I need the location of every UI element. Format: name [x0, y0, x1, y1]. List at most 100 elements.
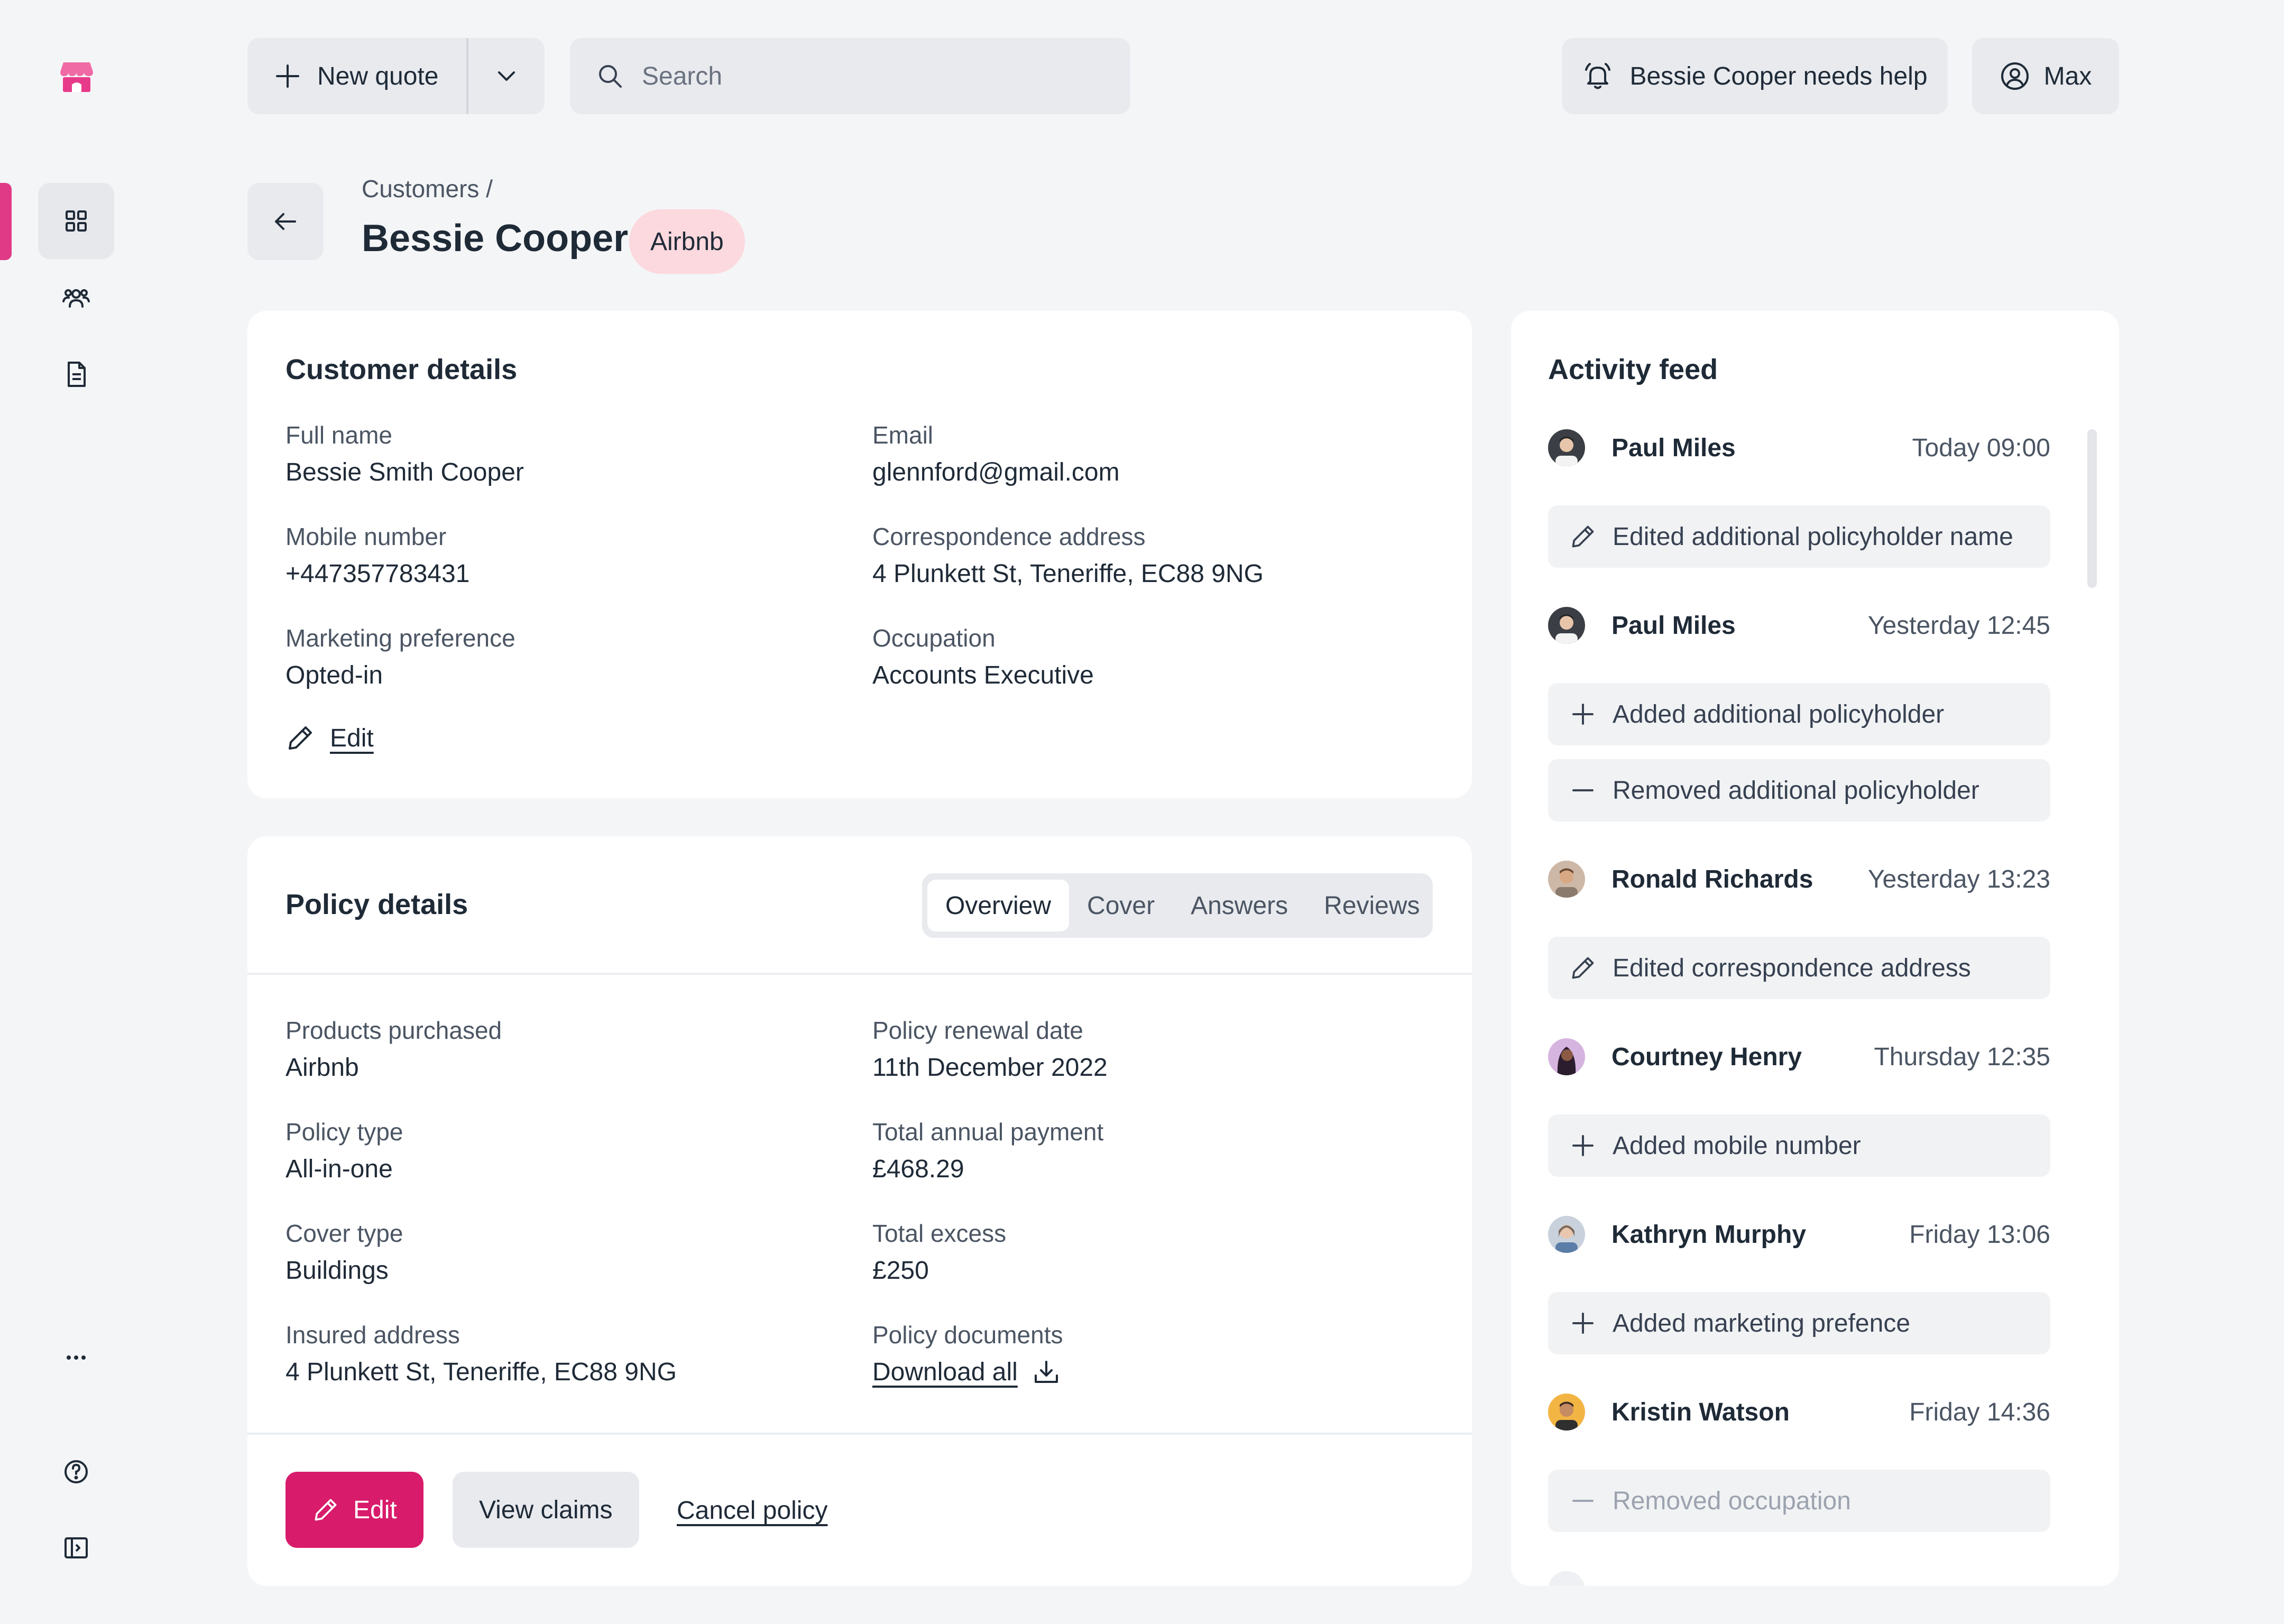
- feed-item-text: Added mobile number: [1613, 1131, 1861, 1160]
- edit-label: Edit: [330, 724, 374, 752]
- feed-item: Added marketing prefence: [1548, 1292, 2050, 1354]
- avatar: [1548, 429, 1585, 466]
- edit-policy-button[interactable]: Edit: [286, 1472, 423, 1548]
- field-label: Total annual payment: [872, 1118, 1104, 1146]
- field-value: 11th December 2022: [872, 1054, 1108, 1082]
- feed-item: Removed occupation: [1548, 1470, 2050, 1532]
- feed-entry: Kristin Watson Friday 14:36 Removed occu…: [1548, 1394, 2050, 1532]
- feed-entry: Paul Miles Today 09:00 Edited additional…: [1548, 429, 2050, 568]
- cancel-policy-link[interactable]: Cancel policy: [677, 1497, 828, 1525]
- new-quote-button[interactable]: New quote: [247, 38, 468, 114]
- field-policy-documents: Policy documents Download all: [872, 1321, 1063, 1387]
- feed-time: Thursday 12:35: [1874, 1042, 2050, 1071]
- plus-icon: [276, 64, 299, 88]
- nav-dashboard[interactable]: [38, 183, 114, 259]
- pencil-icon: [289, 726, 312, 750]
- card-title: Activity feed: [1548, 354, 1718, 385]
- divider: [247, 1433, 1472, 1435]
- field-label: Full name: [286, 421, 392, 449]
- new-quote-label: New quote: [317, 62, 439, 90]
- download-all-label: Download all: [872, 1358, 1018, 1386]
- field-value: Buildings: [286, 1257, 389, 1285]
- field-label: Email: [872, 421, 934, 449]
- user-circle-icon: [2001, 62, 2029, 90]
- download-all-link[interactable]: Download all: [872, 1358, 1063, 1387]
- minus-icon: [1572, 1500, 1594, 1502]
- nav-customers[interactable]: [38, 260, 114, 336]
- card-title: Policy details: [286, 889, 468, 920]
- feed-author: Paul Miles: [1611, 433, 1736, 462]
- nav-toggle-sidebar[interactable]: [38, 1510, 114, 1586]
- field-label: Marketing preference: [286, 624, 515, 652]
- field-cover-type: Cover type Buildings: [286, 1219, 403, 1285]
- user-menu-button[interactable]: Max: [1972, 38, 2119, 114]
- feed-item: Edited correspondence address: [1548, 937, 2050, 999]
- tab-reviews[interactable]: Reviews: [1324, 891, 1420, 920]
- field-label: Mobile number: [286, 523, 447, 550]
- dashboard-grid-icon: [66, 210, 87, 232]
- feed-item-text: Removed additional policyholder: [1613, 776, 1979, 805]
- feed-author: Ronald Richards: [1611, 865, 1813, 893]
- pencil-icon: [315, 1499, 337, 1521]
- field-label: Products purchased: [286, 1017, 502, 1044]
- rail-active-indicator: [0, 183, 12, 260]
- back-button[interactable]: [247, 183, 324, 260]
- field-insured-address: Insured address 4 Plunkett St, Teneriffe…: [286, 1321, 677, 1387]
- tab-cover[interactable]: Cover: [1087, 891, 1155, 920]
- customer-details-card: Customer details Full name Bessie Smith …: [247, 311, 1472, 798]
- avatar: [1548, 1038, 1585, 1075]
- feed-item-text: Edited correspondence address: [1613, 954, 1971, 982]
- card-title: Customer details: [286, 354, 518, 385]
- feed-author: Kathryn Murphy: [1611, 1220, 1807, 1249]
- edit-customer-link[interactable]: Edit: [286, 723, 374, 753]
- store-logo-icon[interactable]: [58, 58, 95, 95]
- feed-entry: Ronald Richards Yesterday 13:23 Edited c…: [1548, 861, 2050, 999]
- field-label: Policy type: [286, 1118, 403, 1146]
- field-value: Airbnb: [286, 1054, 359, 1082]
- plus-icon: [1572, 1135, 1594, 1156]
- search-bar: [570, 38, 1130, 114]
- field-correspondence-address: Correspondence address 4 Plunkett St, Te…: [872, 522, 1264, 588]
- feed-author: Courtney Henry: [1611, 1042, 1802, 1071]
- feed-time: Friday 14:36: [1909, 1398, 2050, 1426]
- nav-documents[interactable]: [38, 336, 114, 412]
- field-value: All-in-one: [286, 1155, 393, 1183]
- feed-entry: Kathryn Murphy Friday 13:06 Added market…: [1548, 1216, 2050, 1354]
- customer-tag: Airbnb: [629, 209, 745, 274]
- field-label: Policy documents: [872, 1321, 1063, 1349]
- nav-more[interactable]: [38, 1320, 114, 1396]
- field-total-excess: Total excess £250: [872, 1219, 1006, 1285]
- pencil-icon: [1572, 957, 1594, 979]
- feed-item-text: Added marketing prefence: [1613, 1309, 1911, 1337]
- field-value: +447357783431: [286, 560, 470, 588]
- nav-help[interactable]: [38, 1434, 114, 1510]
- view-claims-button[interactable]: View claims: [453, 1472, 639, 1548]
- field-label: Insured address: [286, 1321, 460, 1349]
- plus-icon: [1572, 704, 1594, 725]
- feed-item: Edited additional policyholder name: [1548, 505, 2050, 568]
- field-marketing-preference: Marketing preference Opted-in: [286, 624, 515, 690]
- chevron-down-icon: [498, 71, 515, 81]
- avatar: [1548, 1216, 1585, 1253]
- new-quote-dropdown-button[interactable]: [468, 38, 545, 114]
- field-label: Occupation: [872, 624, 996, 652]
- feed-entry: Paul Miles Yesterday 12:45 Added additio…: [1548, 607, 2050, 822]
- field-label: Correspondence address: [872, 523, 1146, 550]
- field-value: 4 Plunkett St, Teneriffe, EC88 9NG: [872, 560, 1264, 588]
- new-quote-split-button: New quote: [247, 38, 545, 114]
- field-value: £468.29: [872, 1155, 964, 1183]
- feed-entry: Courtney Henry Thursday 12:35 Added mobi…: [1548, 1038, 2050, 1177]
- breadcrumb[interactable]: Customers /: [362, 175, 493, 202]
- policy-tabs: Overview Cover Answers Reviews: [922, 873, 1433, 938]
- field-label: Total excess: [872, 1220, 1007, 1247]
- help-alert-button[interactable]: Bessie Cooper needs help: [1562, 38, 1948, 114]
- field-policy-type: Policy type All-in-one: [286, 1118, 403, 1184]
- tab-answers[interactable]: Answers: [1191, 891, 1288, 920]
- feed-scrollbar[interactable]: [2087, 429, 2097, 588]
- field-mobile-number: Mobile number +447357783431: [286, 522, 469, 588]
- search-input[interactable]: [642, 61, 1065, 91]
- divider: [247, 973, 1472, 975]
- tab-overview[interactable]: Overview: [927, 880, 1070, 931]
- feed-time: Yesterday 13:23: [1867, 865, 2050, 893]
- edit-policy-label: Edit: [353, 1496, 397, 1524]
